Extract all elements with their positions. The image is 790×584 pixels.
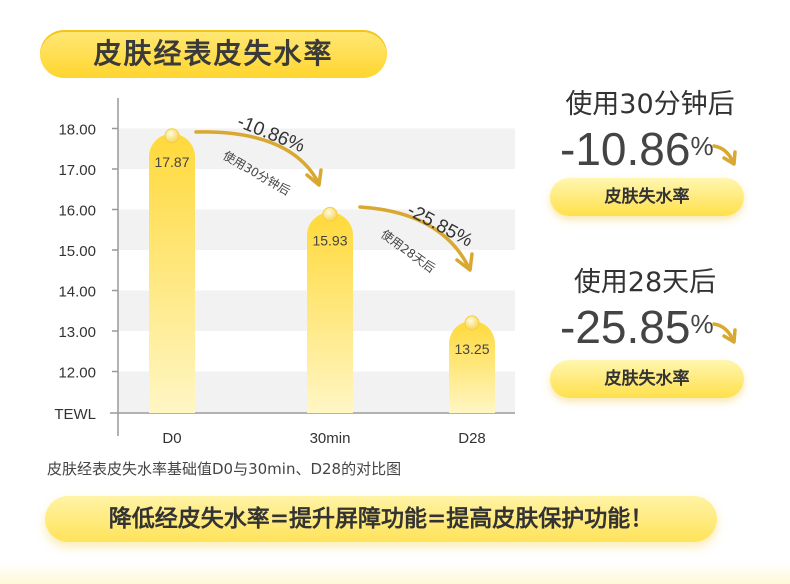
page-title: 皮肤经表皮失水率 [93,37,334,70]
bar-top-dot [464,315,480,331]
stat-1-label: 皮肤失水率 [604,187,690,207]
y-tick-label: 18.00 [58,122,96,139]
chart-caption: 皮肤经表皮失水率基础值D0与30min、D28的对比图 [47,460,402,478]
y-tick-label: 12.00 [58,365,96,382]
x-tick-label: 30min [310,430,351,447]
change-arrow-curve [194,130,320,184]
x-tick-label: D0 [162,430,181,447]
data-label: 15.93 [312,232,347,248]
change-arrow-curve [358,205,470,268]
stat-2-heading: 使用28天后 [573,267,717,298]
change-arrow-head [305,168,323,187]
y-tick-label: 14.00 [58,284,96,301]
stat-2-label: 皮肤失水率 [604,369,690,389]
stat-1-heading: 使用30分钟后 [565,89,735,120]
stat-2-unit: % [690,308,714,339]
stat-1-value: -10.86% [560,123,714,175]
bottom-banner-text: 降低经皮失水率=提升屏障功能=提高皮肤保护功能！ [108,506,654,532]
bar-top-dot [164,128,180,144]
bar-30min [307,212,353,413]
y-tick-label: 16.00 [58,203,96,220]
change-arrow-head [455,252,474,272]
stat-2-arrow-icon [712,322,737,344]
bar-D0 [149,133,195,413]
y-axis-label: TEWL [54,406,96,423]
title-banner [40,30,387,78]
bottom-banner [45,496,717,542]
data-label: 13.25 [454,341,489,357]
bar-top-dot [322,206,338,222]
y-tick-label: 17.00 [58,162,96,179]
stat-2-pill [550,360,744,398]
bar-D28 [449,320,496,413]
y-tick-label: 13.00 [58,324,96,341]
stat-1-arrow-icon [712,144,737,166]
stat-1-pill [550,178,744,216]
bottom-fade [0,562,790,584]
y-tick-label: 15.00 [58,243,96,260]
stat-1-unit: % [690,130,714,161]
stat-2-value: -25.85% [560,301,714,353]
x-tick-label: D28 [458,430,486,447]
data-label: 17.87 [154,154,189,170]
